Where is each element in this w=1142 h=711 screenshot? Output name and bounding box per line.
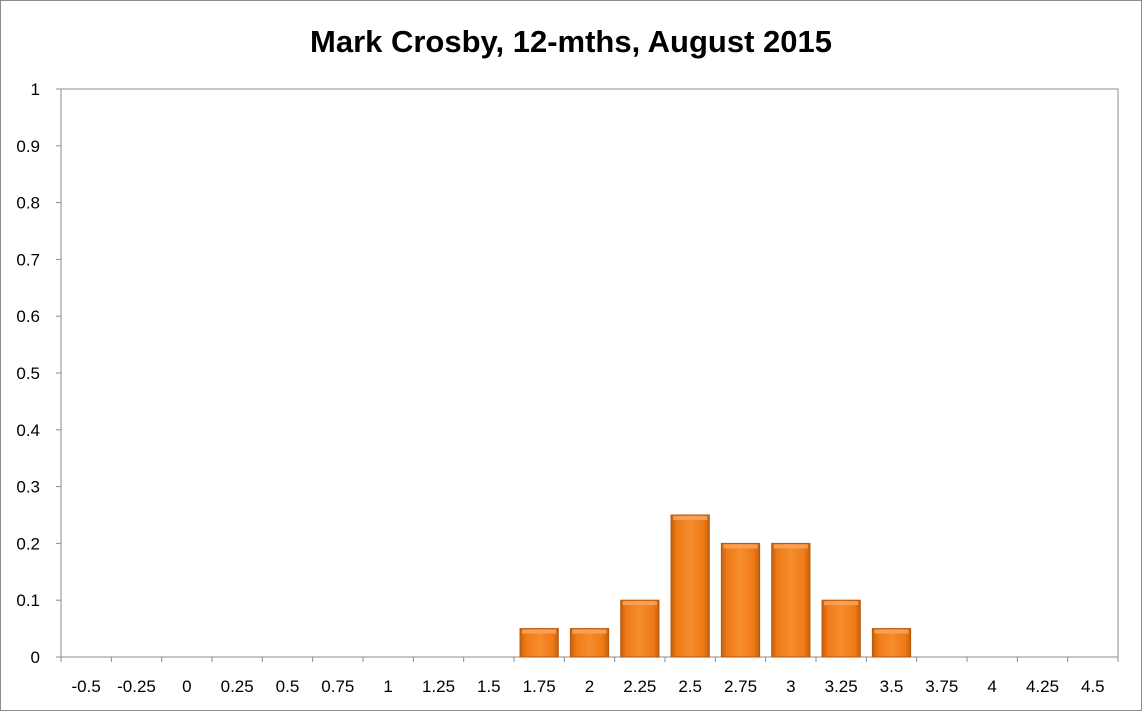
bar [720, 542, 761, 658]
x-tick-label: 4.5 [1081, 677, 1105, 696]
x-tick-label: 3.25 [825, 677, 858, 696]
bar-body [670, 514, 710, 658]
x-tick-label: 1 [383, 677, 392, 696]
x-tick-label: 2.75 [724, 677, 757, 696]
x-tick-label: 3.5 [880, 677, 904, 696]
x-tick-label: 2.25 [623, 677, 656, 696]
y-tick-label: 0.3 [16, 478, 40, 497]
bar-highlight [673, 516, 708, 520]
bar-body [720, 542, 761, 658]
y-tick-label: 0.5 [16, 364, 40, 383]
bar-body [620, 599, 660, 658]
bar-highlight [572, 629, 607, 634]
y-tick-label: 1 [31, 80, 40, 99]
x-tick-label: -0.25 [117, 677, 156, 696]
x-tick-label: 4.25 [1026, 677, 1059, 696]
x-tick-label: -0.5 [72, 677, 101, 696]
bar-highlight [723, 544, 758, 549]
x-tick-label: 4 [987, 677, 996, 696]
y-tick-label: 0.2 [16, 534, 40, 553]
x-tick-label: 0.75 [321, 677, 354, 696]
y-tick-label: 0.8 [16, 194, 40, 213]
bar [569, 628, 610, 658]
x-tick-label: 1.5 [477, 677, 501, 696]
bar [519, 628, 559, 658]
y-tick-label: 0.4 [16, 421, 40, 440]
x-tick-label: 3.75 [925, 677, 958, 696]
y-tick-label: 0.1 [16, 591, 40, 610]
bar [620, 599, 660, 658]
chart-title: Mark Crosby, 12-mths, August 2015 [310, 24, 832, 59]
bar [871, 628, 912, 658]
x-tick-label: 2.5 [678, 677, 702, 696]
x-tick-label: 3 [786, 677, 795, 696]
x-tick-label: 1.25 [422, 677, 455, 696]
y-tick-label: 0 [31, 648, 40, 667]
bar-highlight [824, 601, 859, 606]
x-tick-label: 0.25 [221, 677, 254, 696]
bar [670, 514, 710, 658]
bar-highlight [522, 629, 557, 634]
bar-body [771, 542, 811, 658]
bar-highlight [773, 544, 808, 549]
y-tick-label: 0.6 [16, 307, 40, 326]
bar [771, 542, 811, 658]
x-tick-label: 1.75 [523, 677, 556, 696]
bar-highlight [622, 601, 657, 606]
bar-body [821, 599, 861, 658]
y-tick-label: 0.9 [16, 137, 40, 156]
plot-area [60, 88, 1119, 658]
bar [821, 599, 861, 658]
x-tick-label: 2 [585, 677, 594, 696]
x-tick-label: 0.5 [276, 677, 300, 696]
bar-highlight [874, 629, 909, 634]
y-tick-label: 0.7 [16, 250, 40, 269]
x-tick-label: 0 [182, 677, 191, 696]
